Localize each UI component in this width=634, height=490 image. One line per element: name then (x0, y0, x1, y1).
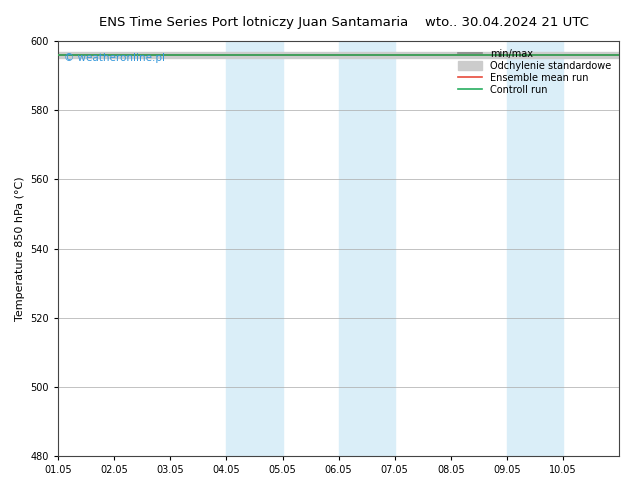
Bar (226, 41, 283, 456)
Text: wto.. 30.04.2024 21 UTC: wto.. 30.04.2024 21 UTC (425, 16, 589, 29)
Text: © weatheronline.pl: © weatheronline.pl (64, 53, 165, 64)
Text: ENS Time Series Port lotniczy Juan Santamaria: ENS Time Series Port lotniczy Juan Santa… (99, 16, 408, 29)
Y-axis label: Temperature 850 hPa (°C): Temperature 850 hPa (°C) (15, 176, 25, 321)
Legend: min/max, Odchylenie standardowe, Ensemble mean run, Controll run: min/max, Odchylenie standardowe, Ensembl… (455, 46, 614, 98)
Bar (339, 41, 395, 456)
Bar (507, 41, 563, 456)
